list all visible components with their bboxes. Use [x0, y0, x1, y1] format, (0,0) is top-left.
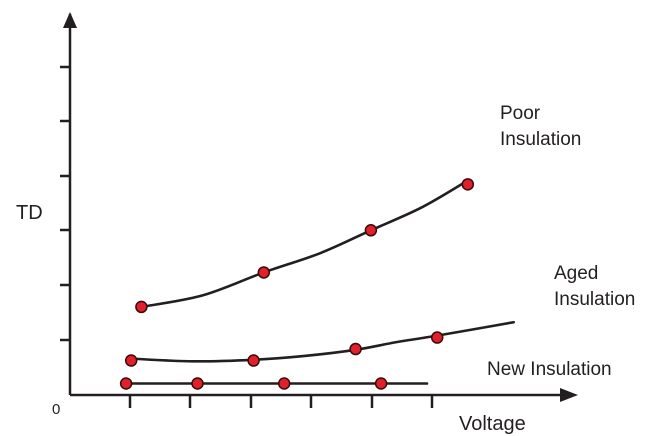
x-axis-arrow: [560, 388, 578, 402]
data-point-aged-insulation: [349, 342, 362, 356]
data-point-aged-insulation: [124, 354, 138, 367]
data-point-new-insulation: [374, 377, 388, 390]
data-point-new-insulation: [119, 377, 133, 390]
data-point-poor-insulation: [135, 300, 148, 314]
curves: [124, 179, 515, 385]
series-label-new-insulation: New Insulation: [487, 359, 612, 380]
markers: [119, 178, 475, 390]
x-axis-label: Voltage: [459, 413, 526, 435]
axes: [63, 12, 578, 402]
y-axis-arrow: [63, 12, 77, 28]
series-line-poor-insulation: [140, 179, 470, 309]
origin-label: 0: [52, 401, 60, 418]
y-axis-label: TD: [16, 202, 43, 224]
data-point-poor-insulation: [364, 224, 378, 237]
series-line-aged-insulation: [129, 320, 515, 363]
series-label-aged-insulation: Aged Insulation: [554, 263, 635, 310]
data-point-poor-insulation: [257, 266, 271, 279]
data-point-new-insulation: [191, 377, 204, 390]
series-label-poor-insulation: Poor Insulation: [500, 103, 581, 150]
data-point-aged-insulation: [430, 331, 444, 344]
ticks: [60, 65, 434, 408]
data-point-aged-insulation: [247, 354, 260, 367]
data-point-poor-insulation: [461, 178, 475, 191]
data-point-new-insulation: [277, 377, 291, 390]
